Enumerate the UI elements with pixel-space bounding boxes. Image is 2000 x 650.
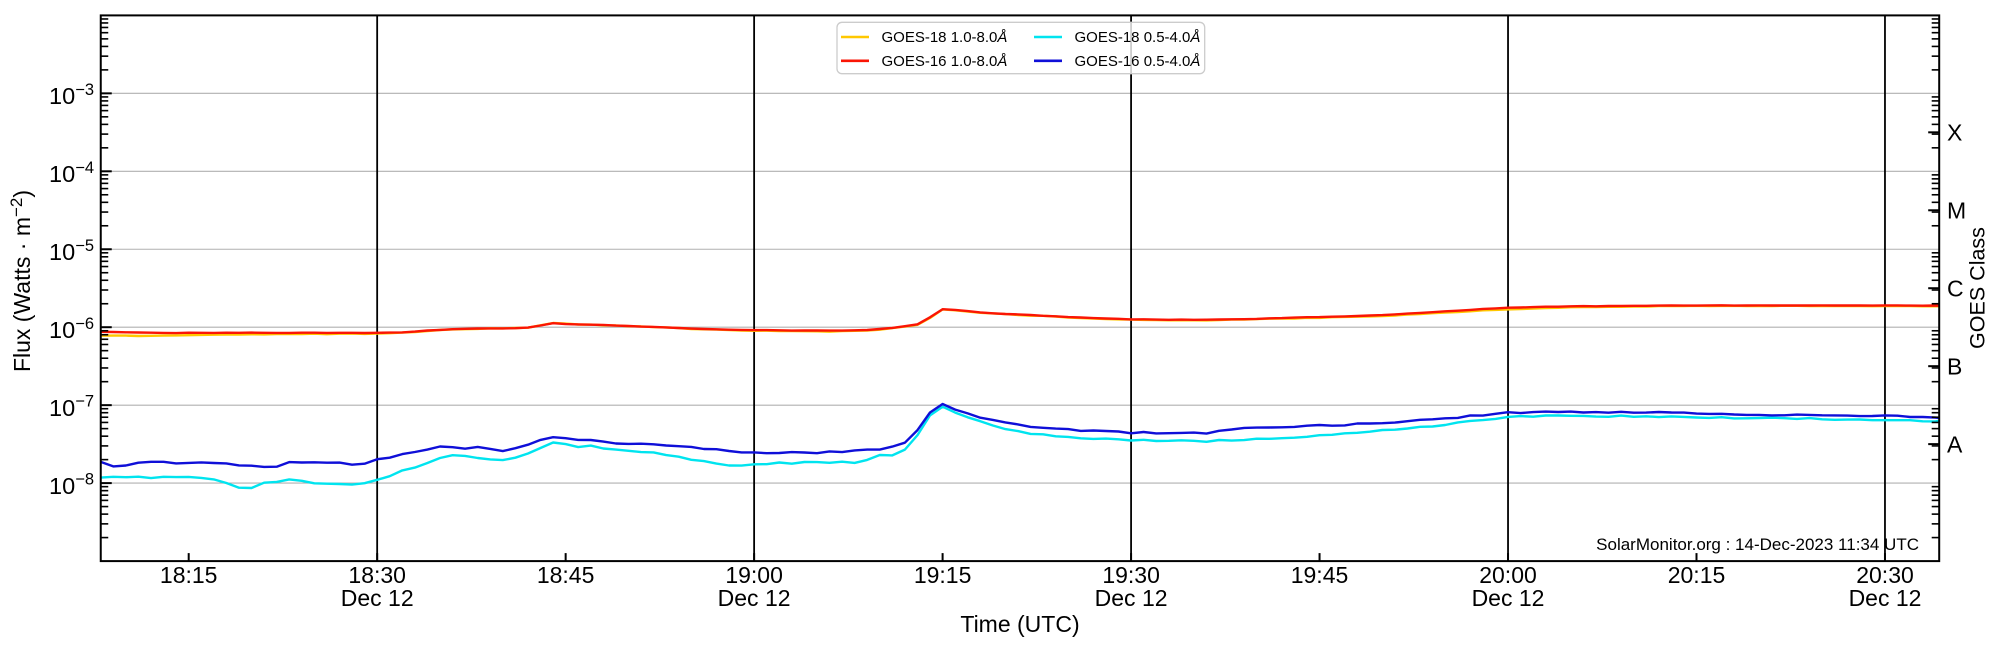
svg-text:20:15: 20:15: [1668, 562, 1726, 588]
svg-text:GOES-16 0.5-4.0Å: GOES-16 0.5-4.0Å: [1075, 53, 1201, 70]
svg-text:Time (UTC): Time (UTC): [960, 611, 1079, 637]
svg-text:C: C: [1947, 276, 1964, 302]
svg-text:18:45: 18:45: [537, 562, 595, 588]
svg-text:SolarMonitor.org : 14-Dec-2023: SolarMonitor.org : 14-Dec-2023 11:34 UTC: [1596, 535, 1919, 554]
svg-text:M: M: [1947, 198, 1966, 224]
svg-text:Dec 12: Dec 12: [1095, 585, 1168, 611]
svg-text:20:00: 20:00: [1479, 562, 1537, 588]
svg-text:GOES-18 1.0-8.0Å: GOES-18 1.0-8.0Å: [882, 29, 1008, 46]
svg-text:A: A: [1947, 431, 1963, 457]
svg-text:Dec 12: Dec 12: [718, 585, 791, 611]
svg-text:Flux (Watts · m−2): Flux (Watts · m−2): [7, 190, 35, 372]
svg-text:Dec 12: Dec 12: [1849, 585, 1922, 611]
svg-text:GOES Class: GOES Class: [1966, 227, 1990, 349]
svg-text:Dec 12: Dec 12: [341, 585, 414, 611]
svg-text:GOES-16 1.0-8.0Å: GOES-16 1.0-8.0Å: [882, 53, 1008, 70]
svg-text:19:15: 19:15: [914, 562, 972, 588]
svg-text:18:30: 18:30: [348, 562, 406, 588]
svg-text:19:00: 19:00: [725, 562, 783, 588]
svg-text:B: B: [1947, 354, 1962, 380]
svg-text:18:15: 18:15: [160, 562, 218, 588]
svg-text:GOES-18 0.5-4.0Å: GOES-18 0.5-4.0Å: [1075, 29, 1201, 46]
svg-text:19:30: 19:30: [1102, 562, 1160, 588]
svg-text:19:45: 19:45: [1291, 562, 1349, 588]
svg-text:20:30: 20:30: [1856, 562, 1914, 588]
svg-text:Dec 12: Dec 12: [1472, 585, 1545, 611]
svg-text:X: X: [1947, 120, 1962, 146]
svg-text:10−3: 10−3: [49, 81, 94, 109]
